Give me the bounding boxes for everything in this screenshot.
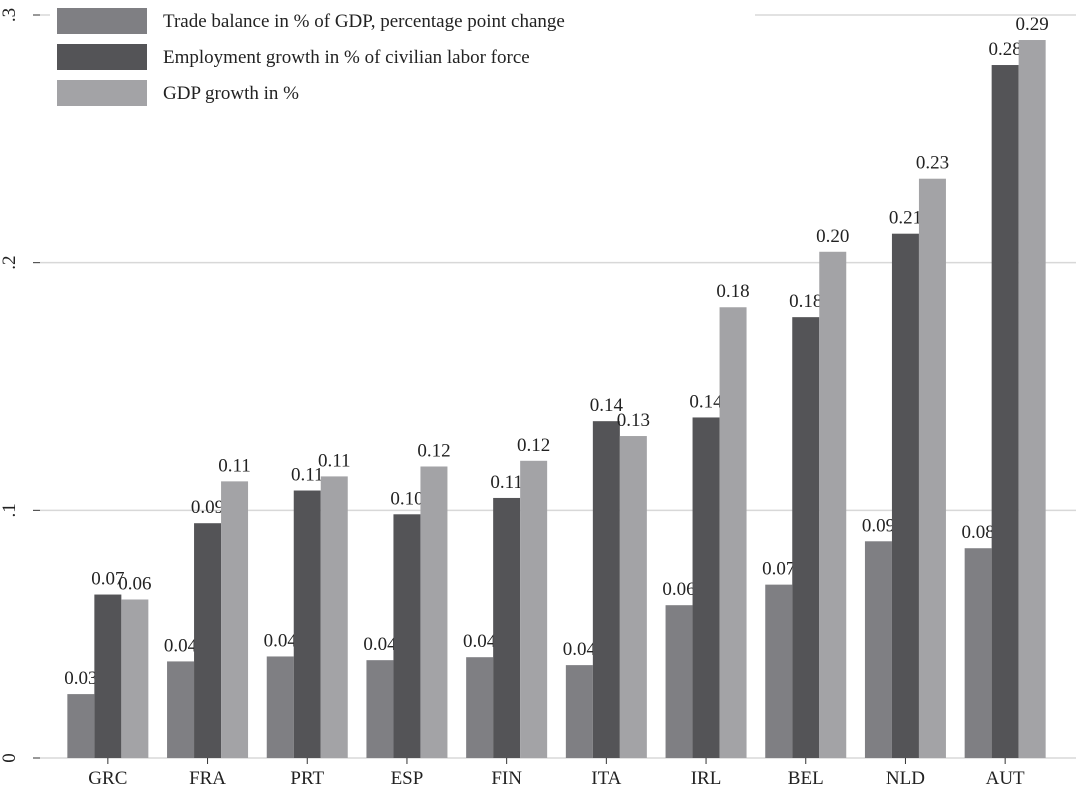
legend-swatch [57, 80, 147, 106]
legend-swatch [57, 44, 147, 70]
bar [692, 417, 720, 758]
bar [466, 657, 494, 758]
x-tick-label: PRT [290, 768, 324, 789]
bar [393, 514, 421, 758]
value-label: 0.28 [989, 39, 1022, 60]
value-label: 0.08 [962, 522, 995, 543]
bar [293, 490, 321, 758]
value-label: 0.11 [490, 472, 523, 493]
bar [765, 584, 793, 758]
bar [592, 421, 620, 758]
value-label: 0.07 [91, 569, 124, 590]
value-label: 0.12 [417, 440, 450, 461]
bar [266, 656, 294, 758]
value-label: 0.04 [463, 631, 497, 652]
bar [420, 466, 448, 758]
bar [194, 523, 222, 758]
bar [918, 178, 946, 759]
y-tick-label: .2 [0, 256, 20, 270]
bar [864, 541, 892, 758]
bar [792, 317, 820, 758]
x-tick-label: FIN [491, 768, 522, 789]
value-label: 0.06 [662, 579, 695, 600]
value-label: 0.14 [689, 391, 723, 412]
x-tick-label: IRL [691, 768, 722, 789]
bar [1018, 40, 1046, 758]
bar [67, 694, 95, 758]
x-tick-label: FRA [189, 768, 226, 789]
value-label: 0.13 [617, 410, 650, 431]
value-label: 0.11 [218, 455, 251, 476]
legend-background [50, 0, 755, 114]
bar [121, 599, 149, 758]
value-label: 0.03 [64, 668, 97, 689]
value-label: 0.11 [291, 465, 324, 486]
bar [819, 251, 847, 758]
value-label: 0.12 [517, 435, 550, 456]
value-label: 0.10 [390, 488, 423, 509]
x-tick-label: BEL [788, 768, 824, 789]
value-label: 0.21 [889, 208, 922, 229]
value-label: 0.29 [1016, 14, 1049, 35]
bar [493, 497, 521, 758]
legend-label: Employment growth in % of civilian labor… [163, 47, 530, 68]
value-label: 0.18 [789, 291, 822, 312]
value-label: 0.04 [164, 635, 198, 656]
legend-label: Trade balance in % of GDP, percentage po… [163, 11, 565, 32]
bar [167, 661, 195, 758]
value-label: 0.14 [590, 395, 624, 416]
value-label: 0.07 [762, 559, 795, 580]
bar [565, 665, 593, 758]
x-tick-label: NLD [886, 768, 925, 789]
value-label: 0.09 [191, 497, 224, 518]
y-tick-label: 0 [0, 753, 20, 763]
bar [665, 605, 693, 758]
value-label: 0.09 [862, 515, 895, 536]
bar [520, 460, 548, 758]
bar [320, 476, 348, 758]
bar [891, 233, 919, 758]
bar [719, 307, 747, 758]
x-tick-label: ESP [391, 768, 424, 789]
y-tick-label: .3 [0, 8, 20, 22]
x-tick-label: ITA [591, 768, 621, 789]
bar [964, 548, 992, 758]
bar [94, 594, 122, 758]
value-label: 0.23 [916, 153, 949, 174]
value-label: 0.04 [363, 634, 397, 655]
value-label: 0.18 [716, 281, 749, 302]
x-tick-label: AUT [986, 768, 1025, 789]
x-tick-label: GRC [88, 768, 127, 789]
value-label: 0.04 [563, 639, 597, 660]
bar [366, 660, 394, 758]
bar [221, 481, 249, 758]
bar [991, 65, 1019, 758]
value-label: 0.20 [816, 226, 849, 247]
y-tick-label: .1 [0, 503, 20, 517]
legend-swatch [57, 8, 147, 34]
value-label: 0.11 [318, 450, 351, 471]
value-label: 0.06 [118, 573, 151, 594]
legend-label: GDP growth in % [163, 83, 299, 104]
bar [619, 436, 647, 758]
value-label: 0.04 [264, 630, 298, 651]
